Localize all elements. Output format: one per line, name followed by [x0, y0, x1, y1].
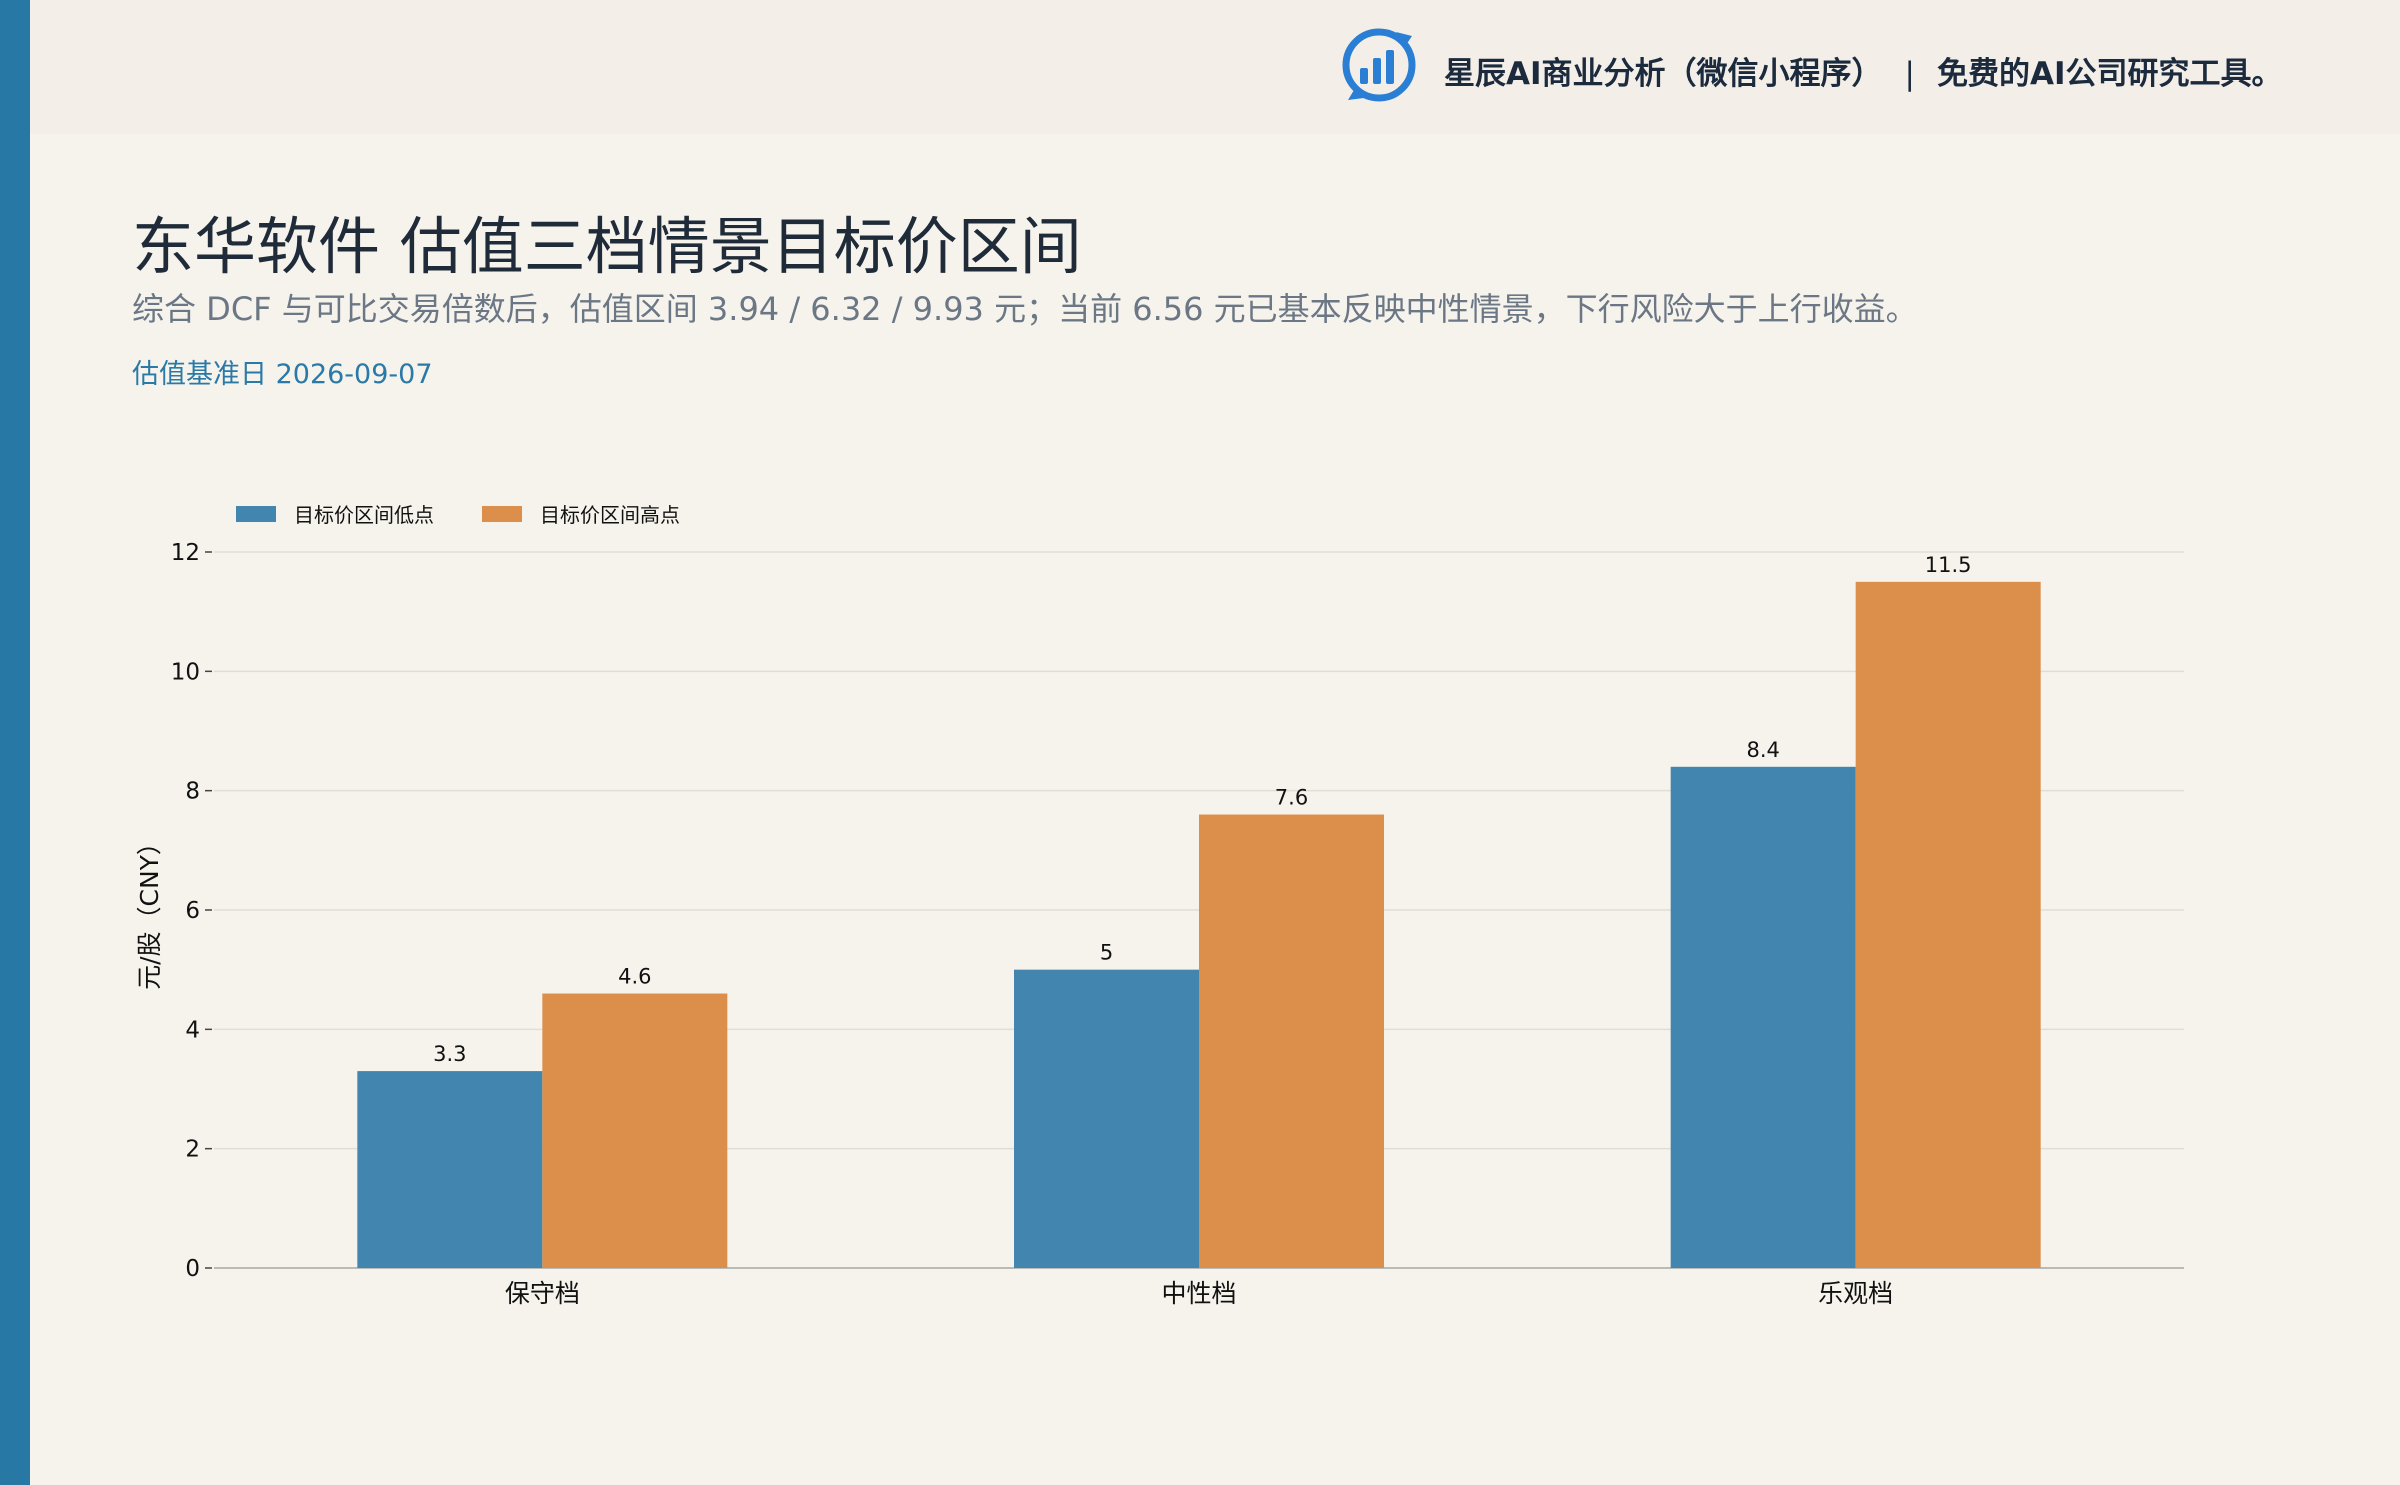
- accent-stripe: [0, 0, 30, 1485]
- brand-name: 星辰AI商业分析（微信小程序）: [1444, 56, 1883, 92]
- y-tick-label: 6: [185, 898, 200, 924]
- y-tick-label: 4: [185, 1017, 200, 1043]
- bar: [1199, 814, 1384, 1268]
- brand-header: [30, 0, 2400, 134]
- page-title: 东华软件 估值三档情景目标价区间: [132, 210, 1082, 283]
- y-tick-label: 12: [171, 540, 200, 566]
- brand-separator: |: [1904, 56, 1915, 92]
- data-label: 3.3: [433, 1042, 466, 1066]
- bar: [1670, 766, 1856, 1268]
- y-tick-label: 10: [171, 659, 200, 685]
- bar-chart-cycle-icon: [1342, 28, 1416, 102]
- data-label: 5: [1100, 941, 1113, 965]
- y-axis-label: 元/股（CNY）: [135, 830, 164, 990]
- x-tick-label: 保守档: [505, 1279, 580, 1308]
- data-label: 8.4: [1746, 738, 1779, 762]
- brand-tagline: 免费的AI公司研究工具。: [1936, 56, 2283, 92]
- y-tick-label: 0: [185, 1256, 200, 1282]
- brand-banner: 星辰AI商业分析（微信小程序） | 免费的AI公司研究工具。: [1444, 48, 2283, 93]
- data-label: 7.6: [1275, 786, 1308, 810]
- bar: [1014, 969, 1199, 1268]
- bar: [1855, 581, 2041, 1268]
- bar: [542, 993, 728, 1268]
- bar: [357, 1071, 543, 1268]
- legend-label: 目标价区间高点: [540, 503, 680, 527]
- legend-label: 目标价区间低点: [294, 503, 434, 527]
- y-tick-label: 2: [185, 1137, 200, 1163]
- data-label: 4.6: [618, 965, 651, 989]
- x-tick-label: 中性档: [1161, 1279, 1236, 1308]
- valuation-date: 估值基准日 2026-09-07: [132, 359, 433, 390]
- page-subtitle: 综合 DCF 与可比交易倍数后，估值区间 3.94 / 6.32 / 9.93 …: [132, 290, 1918, 328]
- x-tick-label: 乐观档: [1818, 1279, 1893, 1308]
- data-label: 11.5: [1925, 553, 1972, 577]
- legend-swatch: [236, 506, 276, 522]
- y-tick-label: 8: [185, 779, 200, 805]
- legend-swatch: [482, 506, 522, 522]
